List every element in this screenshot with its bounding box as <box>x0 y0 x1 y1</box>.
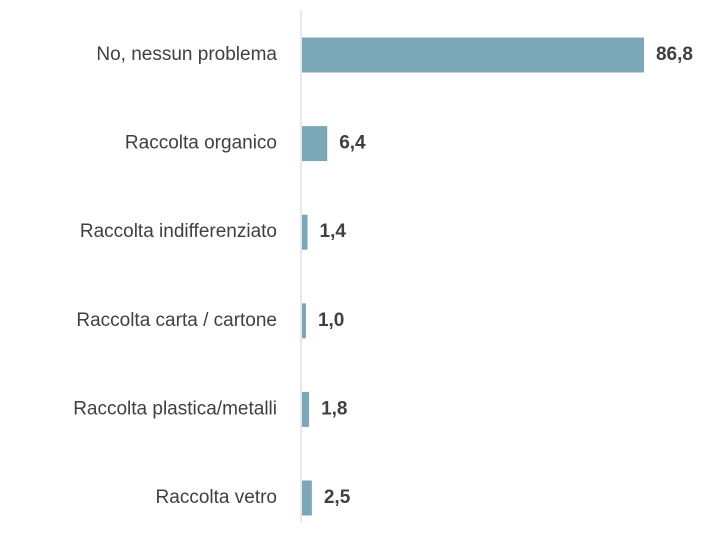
value-label: 1,0 <box>318 310 344 331</box>
category-label: Raccolta organico <box>125 133 277 154</box>
bar <box>302 303 306 339</box>
value-label: 86,8 <box>656 44 693 65</box>
bar <box>302 391 310 427</box>
bar <box>302 37 644 73</box>
category-label: No, nessun problema <box>96 44 277 65</box>
value-label: 1,4 <box>320 221 347 242</box>
value-label: 2,5 <box>324 487 351 508</box>
bar <box>302 480 312 516</box>
bar <box>302 214 308 250</box>
category-label: Raccolta carta / cartone <box>76 310 277 331</box>
bar <box>302 126 328 162</box>
category-label: Raccolta plastica/metalli <box>73 398 277 419</box>
value-label: 1,8 <box>321 398 347 419</box>
category-label: Raccolta indifferenziato <box>80 221 277 242</box>
value-label: 6,4 <box>339 133 366 154</box>
category-label: Raccolta vetro <box>156 487 277 508</box>
